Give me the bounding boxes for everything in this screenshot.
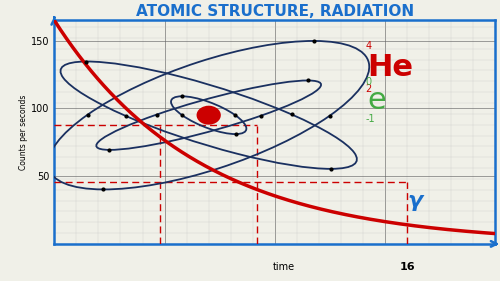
Text: 16: 16 (400, 262, 415, 271)
Y-axis label: Counts per seconds: Counts per seconds (19, 94, 28, 170)
Text: 2: 2 (366, 84, 372, 94)
Text: time: time (272, 262, 294, 272)
Text: 4: 4 (366, 42, 372, 51)
Text: 0: 0 (366, 77, 372, 87)
Text: -1: -1 (366, 114, 375, 124)
Text: γ: γ (407, 191, 422, 210)
Ellipse shape (196, 106, 221, 125)
Text: e: e (368, 86, 386, 115)
Title: ATOMIC STRUCTURE, RADIATION: ATOMIC STRUCTURE, RADIATION (136, 4, 414, 19)
Text: He: He (368, 53, 414, 82)
